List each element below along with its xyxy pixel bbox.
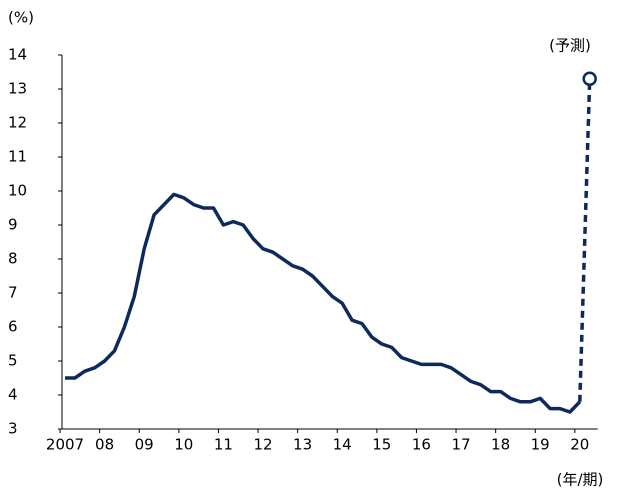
x-tick-label: 08 [95, 436, 114, 454]
y-axis-label: (%) [8, 9, 34, 27]
y-tick-label: 9 [8, 216, 18, 234]
x-tick-label: 11 [214, 436, 233, 454]
forecast-line [578, 78, 592, 402]
x-tick-label: 15 [372, 436, 391, 454]
x-tick-label: 09 [135, 436, 154, 454]
x-tick-label: 19 [531, 436, 550, 454]
x-tick-label: 20 [570, 436, 589, 454]
y-tick-label: 14 [8, 46, 27, 64]
x-tick-label: 18 [491, 436, 510, 454]
y-tick-label: 13 [8, 80, 27, 98]
forecast-point [582, 71, 597, 87]
y-tick-label: 4 [8, 386, 18, 404]
x-tick-label: 10 [174, 436, 193, 454]
x-tick-label: 12 [253, 436, 272, 454]
y-tick-label: 12 [8, 114, 27, 132]
x-axis-label: (年/期) [557, 471, 604, 489]
x-tick-label: 16 [412, 436, 431, 454]
y-tick-label: 7 [8, 284, 18, 302]
y-tick-label: 5 [8, 352, 18, 370]
y-tick-label: 3 [8, 420, 18, 438]
x-tick-label: 14 [333, 436, 352, 454]
y-tick-label: 10 [8, 182, 27, 200]
y-tick-label: 11 [8, 148, 27, 166]
x-tick-label: 13 [293, 436, 312, 454]
x-tick-label: 17 [451, 436, 470, 454]
x-tick-label: 2007 [46, 436, 84, 454]
y-tick-label: 8 [8, 250, 18, 268]
forecast-annotation: (予測) [549, 37, 591, 55]
line [65, 192, 582, 414]
y-tick-label: 6 [8, 318, 18, 336]
